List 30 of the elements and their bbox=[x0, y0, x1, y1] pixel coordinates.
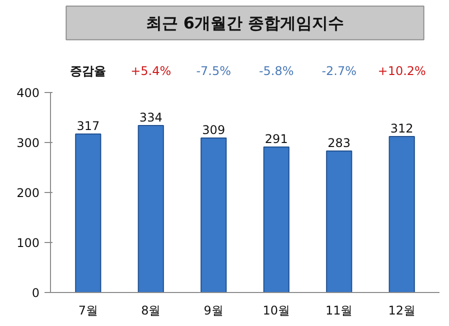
chart-title: 최근 6개월간 종합게임지수 bbox=[146, 13, 344, 32]
text: +10.2% bbox=[378, 64, 426, 78]
bar bbox=[263, 146, 290, 292]
data-label: 312 bbox=[390, 122, 414, 136]
text: -2.7% bbox=[322, 64, 357, 78]
data-label: 317 bbox=[76, 119, 100, 133]
x-tick-label: 9월 bbox=[204, 304, 224, 318]
x-tick-label: 11월 bbox=[325, 304, 353, 318]
data-label: 309 bbox=[202, 123, 226, 137]
y-tick-label: 300 bbox=[16, 136, 40, 150]
y-tick-label: 0 bbox=[32, 286, 40, 300]
x-tick-label: 10월 bbox=[262, 304, 290, 318]
x-tick-label: 8월 bbox=[141, 304, 161, 318]
text: 증감율 bbox=[70, 64, 106, 78]
bar bbox=[326, 150, 352, 292]
text: -5.8% bbox=[258, 64, 294, 78]
data-label: 291 bbox=[264, 132, 288, 146]
bar bbox=[388, 136, 415, 292]
bar bbox=[138, 125, 164, 292]
y-tick-label: 200 bbox=[16, 186, 40, 200]
text: -7.5% bbox=[196, 64, 232, 78]
bar bbox=[75, 134, 102, 292]
x-tick-label: 7월 bbox=[78, 304, 98, 318]
data-label: 283 bbox=[328, 136, 351, 150]
y-tick-label: 100 bbox=[16, 236, 40, 250]
text: +5.4% bbox=[130, 64, 172, 78]
x-tick-label: 12월 bbox=[388, 304, 416, 318]
y-tick-label: 400 bbox=[16, 86, 40, 100]
bar bbox=[200, 138, 227, 292]
data-label: 334 bbox=[139, 110, 162, 124]
